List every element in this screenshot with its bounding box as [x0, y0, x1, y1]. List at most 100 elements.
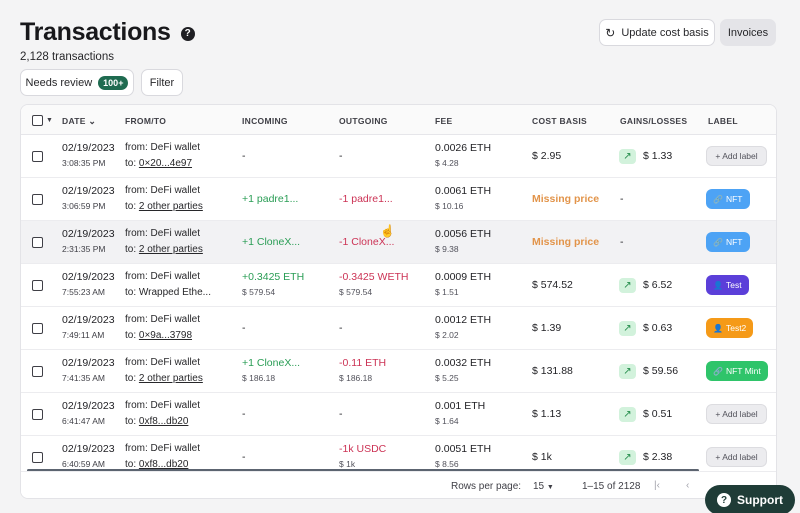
pagination-range: 1–15 of 2128	[582, 481, 641, 492]
to-address-link[interactable]: 0xf8...db20	[138, 416, 189, 427]
horizontal-scrollbar[interactable]	[27, 469, 699, 472]
table-row[interactable]: 02/19/2023 7:55:23 AM from: DeFi wallet …	[21, 264, 776, 307]
row-checkbox[interactable]	[32, 194, 43, 205]
row-from: from: DeFi wallet	[125, 314, 201, 325]
row-checkbox[interactable]	[32, 237, 43, 248]
row-cost-basis: $ 574.52	[532, 279, 573, 291]
row-checkbox[interactable]	[32, 323, 43, 334]
table-row[interactable]: 02/19/2023 3:06:59 PM from: DeFi wallet …	[21, 178, 776, 221]
label-tag-test2[interactable]: 👤 Test2	[706, 318, 754, 338]
row-date: 02/19/2023	[62, 443, 115, 455]
to-address-link[interactable]: 0×9a...3798	[138, 330, 193, 341]
row-to: to: 2 other parties	[125, 244, 203, 255]
row-gain: $ 0.63	[643, 322, 673, 334]
row-incoming: +1 CloneX...	[242, 357, 301, 369]
gain-up-icon: ↗	[619, 278, 636, 293]
needs-review-count-badge: 100+	[98, 75, 129, 90]
to-address-link[interactable]: 2 other parties	[138, 373, 203, 384]
row-outgoing: -0.3425 WETH	[339, 271, 409, 283]
row-time: 3:08:35 PM	[62, 158, 106, 168]
row-fee: 0.0026 ETH	[435, 142, 492, 154]
row-checkbox[interactable]	[32, 280, 43, 291]
to-address-link[interactable]: 0×20...4e97	[138, 158, 193, 169]
row-checkbox[interactable]	[32, 452, 43, 463]
row-time: 7:55:23 AM	[62, 287, 106, 297]
needs-review-button[interactable]: Needs review 100+	[20, 69, 134, 96]
link-icon: 🔗	[713, 366, 723, 376]
row-from: from: DeFi wallet	[125, 142, 201, 153]
row-cost-basis: Missing price	[532, 193, 600, 205]
gain-up-icon: ↗	[619, 364, 636, 379]
row-date: 02/19/2023	[62, 314, 115, 326]
update-cost-basis-button[interactable]: ↻ Update cost basis	[599, 19, 715, 46]
row-checkbox[interactable]	[32, 366, 43, 377]
table-row[interactable]: 02/19/2023 2:31:35 PM from: DeFi wallet …	[21, 221, 776, 264]
question-icon: ?	[717, 493, 731, 507]
header-cost-basis: COST BASIS	[532, 116, 587, 126]
table-row[interactable]: 02/19/2023 6:41:47 AM from: DeFi wallet …	[21, 393, 776, 436]
select-all-checkbox[interactable]	[32, 115, 43, 126]
header-date[interactable]: DATE ⌄	[62, 116, 97, 126]
first-page-icon[interactable]: |‹	[654, 480, 660, 491]
table-row[interactable]: 02/19/2023 6:40:59 AM from: DeFi wallet …	[21, 436, 776, 479]
support-button[interactable]: ? Support	[705, 485, 795, 513]
table-row[interactable]: 02/19/2023 7:49:11 AM from: DeFi wallet …	[21, 307, 776, 350]
row-gain: -	[620, 236, 624, 248]
to-address-link[interactable]: 0xf8...db20	[138, 459, 189, 470]
row-fee-usd: $ 10.16	[435, 201, 464, 211]
label-tag-nft[interactable]: 🔗 NFT	[706, 232, 750, 252]
header-incoming: INCOMING	[242, 116, 288, 126]
row-fee: 0.0032 ETH	[435, 357, 492, 369]
to-address-link[interactable]: 2 other parties	[138, 201, 203, 212]
row-gain: -	[620, 193, 624, 205]
add-label-button[interactable]: + Add label	[706, 146, 767, 166]
table-row[interactable]: 02/19/2023 7:41:35 AM from: DeFi wallet …	[21, 350, 776, 393]
row-checkbox[interactable]	[32, 409, 43, 420]
row-checkbox[interactable]	[32, 151, 43, 162]
to-address-link[interactable]: 2 other parties	[138, 244, 203, 255]
add-label-button[interactable]: + Add label	[706, 404, 767, 424]
header-label: LABEL	[708, 116, 738, 126]
row-incoming: -	[242, 408, 246, 420]
row-fee: 0.0012 ETH	[435, 314, 492, 326]
row-incoming: +1 padre1...	[242, 193, 299, 205]
row-outgoing-usd: $ 579.54	[339, 287, 373, 297]
row-outgoing: -	[339, 322, 343, 334]
row-outgoing-usd: $ 186.18	[339, 373, 373, 383]
sort-desc-icon: ⌄	[88, 116, 97, 126]
row-gain: $ 2.38	[643, 451, 673, 463]
row-fee: 0.0056 ETH	[435, 228, 492, 240]
row-outgoing: -1 CloneX...	[339, 236, 395, 248]
help-icon[interactable]: ?	[180, 26, 195, 41]
row-outgoing-usd: $ 1k	[339, 459, 356, 469]
table-header: ▼ DATE ⌄ FROM/TO INCOMING OUTGOING FEE C…	[21, 105, 776, 135]
transactions-table: ▼ DATE ⌄ FROM/TO INCOMING OUTGOING FEE C…	[20, 104, 777, 499]
rows-per-page-label: Rows per page:	[451, 481, 522, 492]
row-cost-basis: $ 1k	[532, 451, 552, 463]
label-tag-nft[interactable]: 🔗 NFT	[706, 189, 750, 209]
filter-button[interactable]: Filter	[141, 69, 183, 96]
row-date: 02/19/2023	[62, 400, 115, 412]
invoices-button[interactable]: Invoices	[720, 19, 776, 46]
row-fee: 0.001 ETH	[435, 400, 486, 412]
rows-per-page-select[interactable]: 15 ▼	[533, 481, 554, 492]
row-outgoing: -1k USDC	[339, 443, 387, 455]
row-time: 2:31:35 PM	[62, 244, 106, 254]
row-fee: 0.0009 ETH	[435, 271, 492, 283]
label-tag-nft-mint[interactable]: 🔗 NFT Mint	[706, 361, 768, 381]
select-dropdown-icon[interactable]: ▼	[46, 117, 54, 124]
row-from: from: DeFi wallet	[125, 443, 201, 454]
page-title: Transactions	[20, 18, 171, 46]
page-header: Transactions ? 2,128 transactions	[20, 18, 195, 63]
table-row[interactable]: 02/19/2023 3:08:35 PM from: DeFi wallet …	[21, 135, 776, 178]
row-incoming-usd: $ 186.18	[242, 373, 276, 383]
row-incoming-usd: $ 579.54	[242, 287, 276, 297]
label-tag-test[interactable]: 👤 Test	[706, 275, 749, 295]
gain-up-icon: ↗	[619, 149, 636, 164]
row-from: from: DeFi wallet	[125, 400, 201, 411]
prev-page-icon[interactable]: ‹	[686, 480, 690, 491]
add-label-button[interactable]: + Add label	[706, 447, 767, 467]
row-outgoing: -1 padre1...	[339, 193, 393, 205]
row-from: from: DeFi wallet	[125, 228, 201, 239]
row-from: from: DeFi wallet	[125, 357, 201, 368]
